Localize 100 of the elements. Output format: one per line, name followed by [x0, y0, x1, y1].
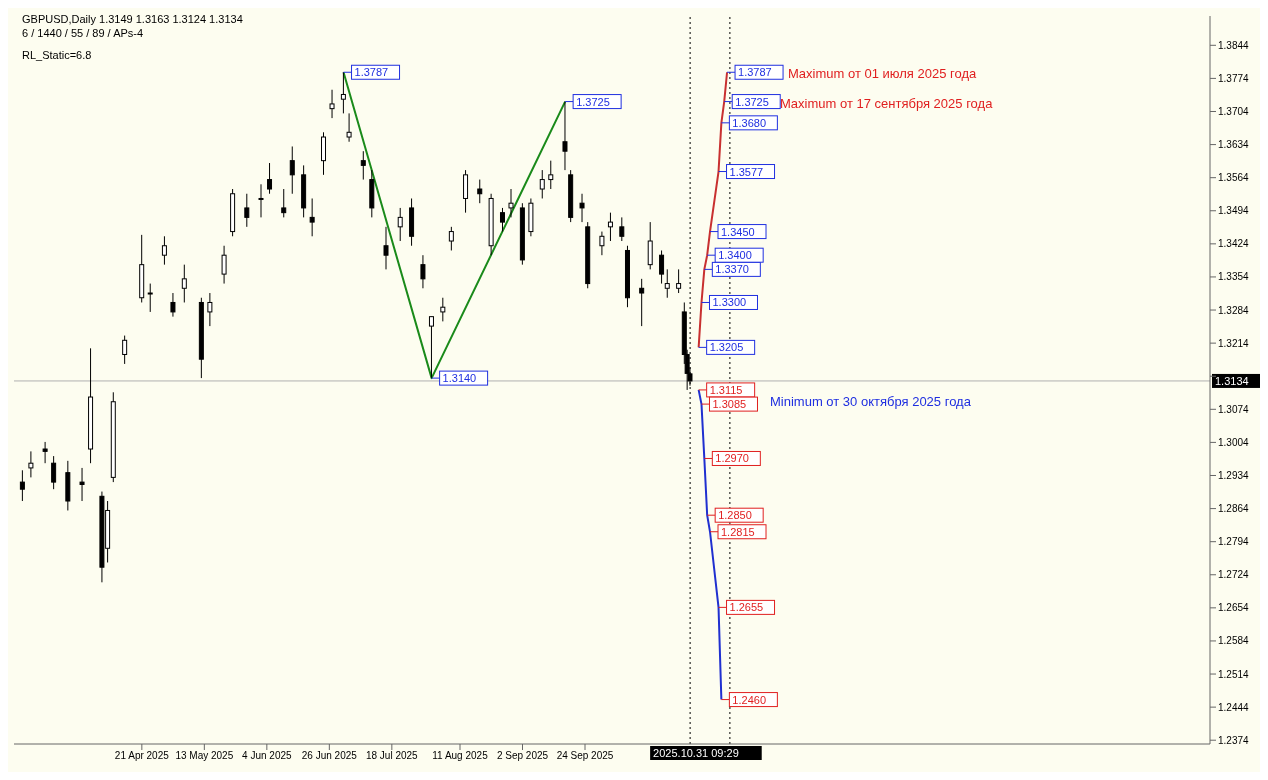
- candlestick: [508, 188, 514, 218]
- y-tick-label: 1.2934: [1218, 470, 1250, 482]
- y-tick-label: 1.3774: [1218, 72, 1250, 84]
- data-label: 1.2460: [732, 693, 767, 706]
- data-label: 1.2970: [715, 452, 749, 465]
- data-label: 1.3577: [729, 165, 764, 178]
- data-label: 1.3205: [709, 341, 744, 354]
- y-tick-label: 1.3284: [1218, 304, 1250, 316]
- candlestick: [42, 441, 48, 464]
- data-label: 1.2655: [729, 601, 764, 614]
- candlestick: [499, 207, 505, 233]
- x-tick-label: 21 Apr 2025: [114, 750, 170, 762]
- annotation: Maximum от 17 сентября 2025 года: [780, 96, 993, 111]
- data-label: 1.3450: [721, 225, 755, 238]
- y-tick-label: 1.2374: [1218, 734, 1250, 746]
- x-tick-label: 11 Aug 2025: [432, 750, 489, 762]
- candlestick: [281, 188, 287, 218]
- data-label: 1.3787: [354, 66, 389, 79]
- candlestick: [170, 292, 176, 318]
- data-label: 1.3725: [735, 95, 769, 108]
- data-label: 1.3140: [442, 372, 477, 385]
- candlestick: [639, 278, 645, 327]
- candlestick: [360, 150, 366, 181]
- x-tick-label: 24 Sep 2025: [556, 750, 614, 762]
- annotation: Maximum от 01 июля 2025 года: [788, 66, 977, 81]
- y-tick-label: 1.2654: [1218, 602, 1250, 614]
- candlestick: [676, 268, 682, 294]
- data-label: 1.3680: [732, 116, 767, 129]
- data-label: 1.3115: [709, 383, 743, 396]
- candlestick: [664, 268, 670, 299]
- candlestick: [599, 231, 605, 256]
- candlestick: [267, 162, 273, 195]
- annotation: RL_Static=6.8: [22, 48, 93, 62]
- y-tick-label: 1.3074: [1218, 403, 1250, 415]
- candlestick: [448, 226, 454, 251]
- annotation: Minimum от 30 октября 2025 года: [770, 394, 971, 409]
- candlestick: [221, 245, 227, 285]
- y-tick-label: 1.2864: [1218, 503, 1250, 515]
- candlestick: [258, 183, 264, 218]
- y-tick-label: 1.3354: [1218, 271, 1250, 283]
- candlestick: [383, 226, 389, 270]
- candlestick: [181, 264, 187, 303]
- x-tick-label: 18 Jul 2025: [365, 750, 419, 762]
- candlestick: [122, 335, 128, 365]
- x-tick-label: 26 Jun 2025: [301, 750, 358, 762]
- candlestick: [79, 467, 85, 502]
- y-tick-label: 1.2724: [1218, 569, 1250, 581]
- candlestick: [397, 207, 403, 242]
- candlestick: [440, 297, 446, 322]
- data-label: 1.2815: [721, 525, 755, 538]
- y-tick-label: 1.3634: [1218, 139, 1250, 151]
- x-tick-label: 2 Sep 2025: [496, 750, 549, 762]
- chart-title: GBPUSD,Daily 1.3149 1.3163 1.3124 1.3134: [22, 12, 243, 26]
- candlestick: [340, 71, 346, 114]
- data-label: 1.3300: [712, 296, 747, 309]
- candlestick: [463, 169, 469, 214]
- y-tick-label: 1.3004: [1218, 436, 1250, 448]
- candlestick: [321, 131, 327, 176]
- data-label: 1.3085: [712, 398, 747, 411]
- candlestick: [51, 455, 57, 490]
- data-label: 1.3400: [718, 249, 752, 262]
- ref-line-label: 1.3134: [1215, 374, 1249, 387]
- candlestick: [548, 160, 554, 190]
- candlestick: [161, 235, 167, 266]
- candlestick: [329, 89, 335, 119]
- candlestick: [659, 249, 665, 285]
- candlestick: [562, 101, 568, 171]
- candlestick: [147, 283, 153, 313]
- y-tick-label: 1.2444: [1218, 701, 1250, 713]
- candlestick: [309, 197, 315, 237]
- y-tick-label: 1.3214: [1218, 337, 1250, 349]
- candlestick: [420, 254, 426, 289]
- y-tick-label: 1.3844: [1218, 39, 1250, 51]
- y-tick-label: 1.2794: [1218, 536, 1250, 548]
- x-tick-label: 13 May 2025: [175, 750, 234, 762]
- x-tick-label: 4 Jun 2025: [242, 750, 293, 762]
- candlestick: [647, 221, 653, 270]
- candlestick: [244, 193, 250, 228]
- candlestick: [428, 316, 434, 379]
- y-tick-label: 1.3564: [1218, 172, 1250, 184]
- data-label: 1.3787: [738, 66, 772, 79]
- candlestick: [28, 450, 34, 478]
- data-label: 1.3725: [576, 95, 610, 108]
- ref-line-label: 2025.10.31 09:29: [653, 747, 739, 759]
- candlestick: [539, 169, 545, 199]
- y-tick-label: 1.3424: [1218, 238, 1250, 250]
- data-label: 1.3370: [715, 263, 749, 276]
- y-tick-label: 1.3494: [1218, 205, 1250, 217]
- candlestick: [289, 145, 295, 195]
- candlestick: [607, 212, 613, 242]
- candlestick: [579, 193, 585, 223]
- candlestick: [346, 112, 352, 143]
- data-label: 1.2850: [718, 509, 752, 522]
- candlestick: [19, 469, 25, 502]
- text: 6 / 1440 / 55 / 89 / APs-4: [22, 26, 145, 40]
- candlestick: [619, 216, 625, 242]
- y-tick-label: 1.2584: [1218, 635, 1250, 647]
- candlestick: [477, 179, 483, 204]
- candlestick: [207, 292, 213, 327]
- y-tick-label: 1.2514: [1218, 668, 1250, 680]
